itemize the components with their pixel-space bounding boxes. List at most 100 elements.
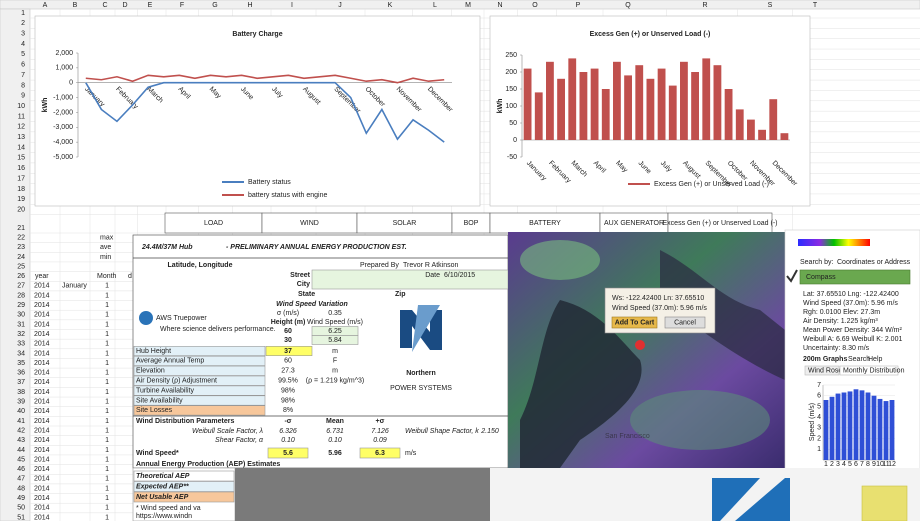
- row-number: 24: [17, 254, 25, 261]
- aep-label: Theoretical AEP: [136, 473, 190, 480]
- year-cell: 2014: [34, 418, 50, 425]
- cell-label: Street: [290, 272, 311, 279]
- chart-title: Excess Gen (+) or Unserved Load (-): [590, 31, 711, 38]
- column-letter: F: [180, 2, 184, 9]
- y-tick-label: 2,000: [55, 50, 73, 57]
- y-tick-label: -4,000: [53, 139, 73, 146]
- footnote: https://www.windn: [136, 513, 192, 520]
- row-number: 15: [17, 155, 25, 162]
- year-cell: 2014: [34, 427, 50, 434]
- cell-value: Trevor R Atkinson: [403, 262, 458, 269]
- row-number: 7: [21, 72, 25, 79]
- bar: [658, 69, 666, 140]
- param-unit: m: [332, 368, 338, 375]
- column-letter: L: [433, 2, 437, 9]
- year-cell: 2014: [34, 466, 50, 473]
- bar: [854, 389, 859, 460]
- bar: [591, 69, 599, 140]
- map-pin: [635, 340, 645, 350]
- cell-value: 2.150: [480, 428, 499, 435]
- y-tick-label: -50: [507, 154, 517, 161]
- month-number: 1: [105, 302, 109, 309]
- column-letter: M: [465, 2, 471, 9]
- row-number: 31: [17, 321, 25, 328]
- app-icon: [862, 486, 907, 521]
- cell-value: 0.35: [328, 310, 342, 317]
- cell-label: Weibull Scale Factor, λ: [192, 428, 264, 435]
- popup-text: Ws: -122.42400 Ln: 37.65510: [612, 295, 704, 302]
- logo-tagline: Where science delivers performance.: [160, 326, 276, 333]
- bar: [647, 79, 655, 140]
- column-letter: P: [576, 2, 581, 9]
- footnote: * Wind speed and va: [136, 505, 201, 512]
- y-axis-label: kWh: [497, 99, 504, 114]
- param-value: 8%: [283, 407, 293, 414]
- param-value: 98%: [281, 387, 295, 394]
- month-number: 1: [105, 379, 109, 386]
- bar: [568, 58, 576, 140]
- search-mode[interactable]: Coordinates or Address: [837, 259, 911, 266]
- month-number: 1: [105, 485, 109, 492]
- cell-label: Height (m): [271, 319, 306, 326]
- param-value: 98%: [281, 397, 295, 404]
- bar: [635, 65, 643, 140]
- month-number: 1: [105, 370, 109, 377]
- cell-value: 6.731: [326, 428, 344, 435]
- row-number: 19: [17, 196, 25, 203]
- month-number: 1: [105, 437, 109, 444]
- cell-label: m/s: [405, 450, 417, 457]
- bar: [580, 72, 588, 140]
- bar: [860, 390, 865, 460]
- link[interactable]: Help: [868, 356, 883, 363]
- column-header-bar: [0, 0, 920, 9]
- popup-text: Wind Speed (37.0m): 5.96 m/s: [612, 305, 707, 312]
- month-number: 1: [105, 292, 109, 299]
- row-number: 4: [21, 41, 25, 48]
- month-number: 1: [105, 466, 109, 473]
- screen: ABCDEFGHIJKLMNOPQRST12345678910111213141…: [0, 0, 920, 521]
- x-tick-label: 1: [824, 461, 828, 468]
- cell-label: +σ: [376, 418, 385, 425]
- bar: [781, 133, 789, 140]
- ws-value: 5.6: [283, 450, 293, 457]
- cell-value: 0.10: [281, 437, 295, 444]
- month-number: 1: [105, 447, 109, 454]
- month-number: 1: [105, 427, 109, 434]
- x-tick-label: 4: [842, 461, 846, 468]
- x-tick-label: 12: [888, 461, 896, 468]
- row-number: 41: [17, 418, 25, 425]
- sheet-title: - PRELIMINARY ANNUAL ENERGY PRODUCTION E…: [226, 244, 407, 251]
- cell-value: 30: [284, 337, 292, 344]
- y-tick-label: 3: [817, 425, 821, 432]
- month-number: 1: [105, 476, 109, 483]
- param-unit: m: [332, 348, 338, 355]
- year-cell: 2014: [34, 505, 50, 512]
- column-letter: S: [768, 2, 773, 9]
- year-cell: 2014: [34, 370, 50, 377]
- y-tick-label: 4: [817, 414, 821, 421]
- column-letter: J: [338, 2, 342, 9]
- param-label: Air Density (ρ) Adjustment: [136, 378, 217, 385]
- year-cell: 2014: [34, 447, 50, 454]
- column-letter: O: [532, 2, 538, 9]
- row-number: 28: [17, 292, 25, 299]
- bar: [836, 394, 841, 460]
- light-panel: [490, 468, 920, 521]
- cell-label: -σ: [284, 418, 291, 425]
- section-header: BOP: [464, 220, 479, 227]
- year-cell: 2014: [34, 350, 50, 357]
- logo-text: POWER SYSTEMS: [390, 385, 452, 392]
- bar: [747, 120, 755, 140]
- cell-label: σ (m/s): [277, 310, 299, 317]
- link[interactable]: Search: [848, 356, 870, 363]
- gray-panel: [235, 468, 490, 521]
- year-cell: 2014: [34, 399, 50, 406]
- cell-value: 6.25: [328, 328, 342, 335]
- row-number: 3: [21, 31, 25, 38]
- section-header: SOLAR: [393, 220, 417, 227]
- graphs-label: 200m Graphs: [803, 356, 847, 363]
- column-letter: Q: [625, 2, 631, 9]
- row-number: 32: [17, 331, 25, 338]
- bar: [830, 397, 835, 460]
- column-title: year: [35, 273, 49, 280]
